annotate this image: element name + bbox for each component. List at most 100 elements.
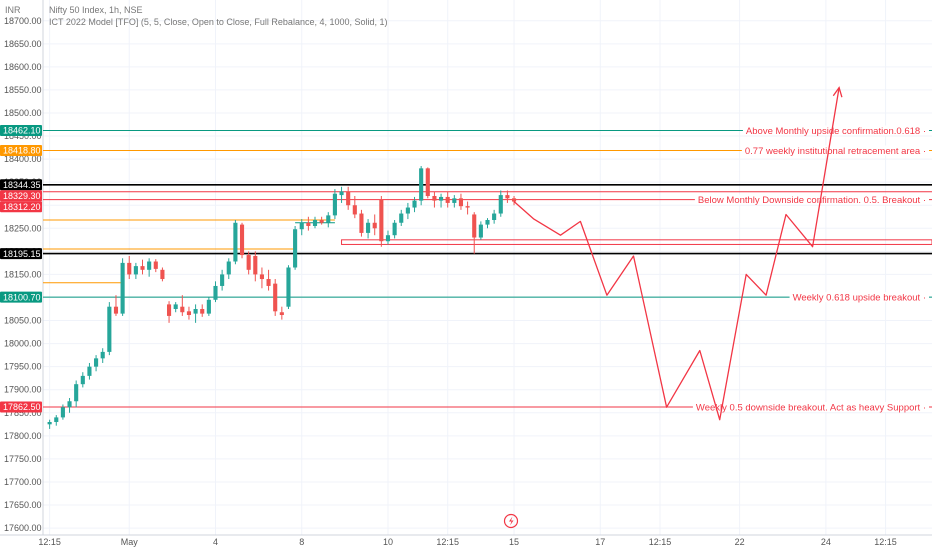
price-tag-label: 18418.80: [3, 146, 41, 156]
candle-up: [213, 281, 218, 303]
candle-down: [180, 295, 185, 316]
candle-up: [147, 258, 152, 277]
candle-body: [505, 195, 510, 199]
candle-body: [246, 255, 251, 270]
candle-body: [193, 309, 198, 314]
indicator-line[interactable]: ICT 2022 Model [TFO] (5, 5, Close, Open …: [49, 17, 388, 27]
candle-body: [405, 207, 410, 214]
candle-up: [332, 189, 337, 220]
y-tick-label: 18050.00: [4, 316, 42, 326]
price-tag-label: 17862.50: [3, 402, 41, 412]
candle-body: [511, 198, 517, 202]
price-tag: [0, 201, 42, 213]
candle-down: [425, 167, 430, 199]
y-tick-label: 17750.00: [4, 454, 42, 464]
candle-up: [286, 265, 291, 310]
candle-body: [206, 299, 211, 314]
projection-line[interactable]: [513, 87, 840, 421]
x-tick-label: 4: [213, 537, 218, 547]
candle-up: [226, 258, 231, 280]
y-tick-label: 17600.00: [4, 523, 42, 533]
x-tick-label: May: [121, 537, 139, 547]
candle-body: [339, 191, 344, 196]
candle-down: [511, 196, 517, 206]
candle-down: [246, 251, 251, 275]
candle-up: [412, 196, 417, 213]
candle-body: [239, 224, 245, 256]
candle-down: [153, 259, 158, 273]
candle-up: [100, 348, 105, 363]
candle-up: [133, 262, 138, 280]
price-tag: [0, 190, 42, 202]
y-tick-label: 18250.00: [4, 223, 42, 233]
candle-body: [366, 222, 371, 233]
candle-down: [306, 216, 311, 231]
candle-down: [279, 306, 284, 320]
y-tick-label: 17800.00: [4, 431, 42, 441]
candle-up: [492, 209, 497, 224]
candle-body: [213, 285, 218, 300]
candle-body: [273, 283, 278, 312]
candle-down: [259, 267, 264, 289]
candlestick-series: [47, 166, 517, 429]
candle-body: [326, 215, 331, 223]
candle-body: [120, 262, 125, 314]
candle-body: [359, 213, 364, 233]
candle-down: [379, 196, 384, 247]
candle-body: [87, 366, 92, 376]
candle-body: [319, 219, 324, 223]
price-tag-label: 18462.10: [3, 126, 41, 136]
candle-up: [193, 304, 198, 323]
level-annotation: Weekly 0.5 downside breakout. Act as hea…: [696, 403, 926, 414]
candle-body: [392, 222, 397, 236]
candle-body: [465, 206, 470, 208]
candle-body: [94, 358, 99, 367]
candle-down: [160, 267, 165, 282]
y-tick-label: 17700.00: [4, 477, 42, 487]
candle-body: [385, 235, 391, 242]
y-tick-label: 17950.00: [4, 362, 42, 372]
candle-down: [239, 222, 245, 259]
candle-up: [299, 219, 304, 236]
x-tick-label: 8: [299, 537, 304, 547]
y-tick-label: 18000.00: [4, 339, 42, 349]
candle-body: [233, 222, 238, 262]
candle-body: [399, 213, 404, 223]
candle-down: [186, 306, 192, 320]
candle-up: [47, 419, 52, 429]
candle-body: [498, 195, 503, 214]
symbol-line[interactable]: Nifty 50 Index, 1h, NSE: [49, 5, 143, 15]
candle-down: [266, 269, 271, 291]
candle-down: [465, 201, 470, 215]
candle-body: [133, 266, 138, 275]
price-tag: [0, 401, 42, 413]
candle-up: [107, 302, 112, 356]
level-annotation: Above Monthly upside confirmation.0.618 …: [746, 126, 926, 137]
price-tag-label: 18312.20: [3, 202, 41, 212]
projection-path[interactable]: [513, 86, 843, 421]
candle-body: [425, 168, 430, 197]
candle-up: [87, 362, 92, 380]
candle-body: [127, 262, 132, 275]
candle-body: [372, 222, 377, 229]
x-tick-label: 12:15: [38, 537, 61, 547]
candle-up: [405, 202, 410, 220]
candle-body: [107, 306, 112, 352]
candle-up: [80, 372, 85, 388]
time-axis[interactable]: 12:15 May 4 8 10 12:15 15 17 12:15 22 24 12:15: [0, 534, 932, 547]
level-lines[interactable]: Above Monthly upside confirmation.0.618 …: [43, 125, 932, 414]
candle-body: [352, 205, 357, 215]
x-tick-label: 12:15: [874, 537, 897, 547]
candle-down: [346, 186, 351, 210]
candle-down: [200, 304, 205, 317]
price-tag-label: 18344.35: [3, 180, 41, 190]
candle-up: [220, 269, 225, 291]
candle-body: [458, 198, 464, 207]
currency-label: INR: [5, 5, 21, 15]
price-tag: [0, 144, 42, 156]
candle-body: [47, 422, 52, 425]
replay-icon[interactable]: [503, 513, 519, 529]
y-tick-label: 18500.00: [4, 108, 42, 118]
candle-up: [485, 218, 490, 229]
